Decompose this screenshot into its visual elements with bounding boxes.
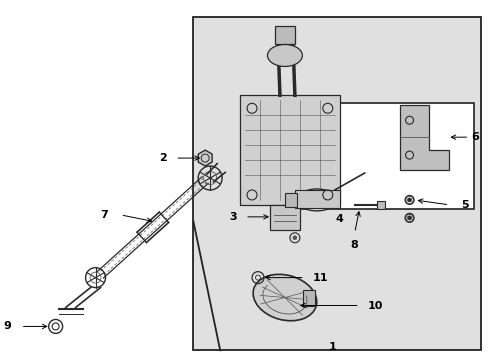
Text: 9: 9 [3,321,11,332]
Ellipse shape [267,45,302,67]
Ellipse shape [253,274,316,321]
Bar [193,17,480,350]
Text: 5: 5 [461,200,468,210]
Text: 10: 10 [367,301,382,311]
Circle shape [407,216,411,220]
Polygon shape [399,105,448,170]
Bar [376,201,384,209]
Text: 4: 4 [335,215,343,224]
Polygon shape [198,150,212,166]
Text: 1: 1 [328,342,335,352]
Text: 11: 11 [312,273,327,283]
Bar [285,193,296,207]
Text: 6: 6 [470,132,478,142]
Text: 7: 7 [101,210,108,220]
Bar [240,95,339,205]
Text: 3: 3 [229,212,237,222]
Ellipse shape [296,189,336,211]
Bar [274,26,294,44]
Bar [294,190,339,208]
Bar [302,289,314,306]
Bar [273,103,473,209]
Text: 2: 2 [159,153,167,163]
Circle shape [407,198,411,202]
Text: 8: 8 [350,240,358,250]
Circle shape [292,236,296,240]
Bar [269,205,299,230]
